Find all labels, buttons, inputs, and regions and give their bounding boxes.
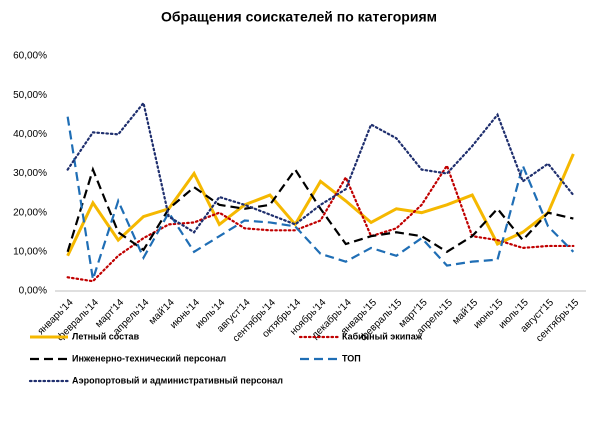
- series-line: [66, 153, 575, 257]
- y-tick-label: 30,00%: [13, 168, 47, 179]
- legend-label: Летный состав: [72, 331, 140, 341]
- series-line: [66, 116, 575, 280]
- legend-label: ТОП: [342, 353, 361, 363]
- y-tick-label: 40,00%: [13, 129, 47, 140]
- legend-label: Кабинный экипаж: [342, 331, 423, 341]
- series-line: [66, 163, 575, 283]
- series-line: [66, 100, 575, 234]
- y-tick-label: 10,00%: [13, 246, 47, 257]
- legend-label: Аэропортовый и административный персонал: [72, 375, 283, 385]
- legend-label: Инженерно-технический персонал: [72, 353, 226, 363]
- chart-title: Обращения соискателей по категориям: [161, 9, 437, 25]
- series-line: [66, 166, 574, 254]
- y-tick-label: 60,00%: [13, 51, 47, 62]
- y-tick-label: 20,00%: [13, 207, 47, 218]
- y-tick-label: 0,00%: [19, 286, 47, 297]
- y-tick-label: 50,00%: [13, 90, 47, 101]
